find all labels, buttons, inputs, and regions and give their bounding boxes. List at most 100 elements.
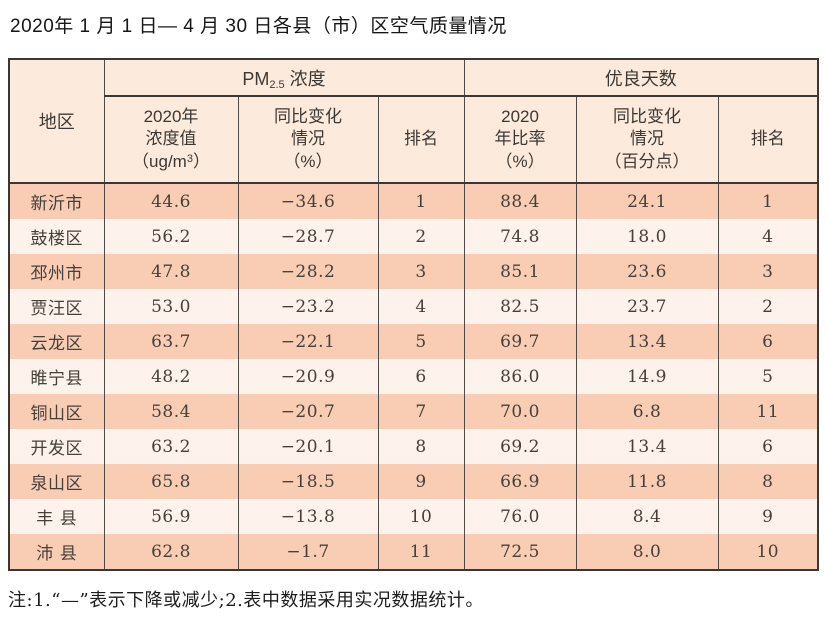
cell-pm_value: 53.0 [103,289,239,324]
cell-pm_rank: 5 [377,324,465,359]
table-row: 新沂市 44.6 −34.6 1 88.4 24.1 1 [8,183,819,219]
header-good-rank: 排名 [717,96,819,184]
good-rate-line1: 2020 [501,107,539,127]
cell-pm_rank: 8 [377,429,465,464]
header-sub-row: 2020年 浓度值 （ug/m3） 同比变化 情况 （%） 排名 2020 年比… [9,96,819,184]
good-rate-line2: 年比率 [494,129,546,149]
table-row: 丰 县 56.9 −13.8 10 76.0 8.4 9 [8,499,819,534]
cell-pm_rank: 1 [377,183,465,219]
header-region: 地区 [8,59,105,184]
cell-pm_change: −23.2 [237,289,379,324]
cell-pm_rank: 3 [377,254,465,289]
pm-change-line1: 同比变化 [274,107,342,127]
cell-pm_rank: 7 [377,394,465,429]
table-row: 铜山区 58.4 −20.7 7 70.0 6.8 11 [8,394,819,429]
cell-good_rank: 4 [717,219,819,254]
cell-region: 开发区 [8,429,105,464]
cell-pm_change: −20.1 [237,429,379,464]
cell-good_rank: 1 [717,183,819,219]
cell-pm_value: 62.8 [103,534,239,570]
cell-pm_rank: 4 [377,289,465,324]
cell-pm_change: −20.9 [237,359,379,394]
header-pm-change: 同比变化 情况 （%） [237,96,379,184]
pm-change-line3: （%） [283,151,333,171]
cell-pm_rank: 9 [377,464,465,499]
cell-good_rate: 88.4 [463,183,577,219]
table-header: 地区 PM2.5 浓度 优良天数 2020年 浓度值 （ug/m3） 同比变化 … [8,59,819,184]
cell-good_rate: 70.0 [463,394,577,429]
cell-pm_change: −13.8 [237,499,379,534]
good-change-line3: （百分点） [604,151,690,171]
header-good-days-group: 优良天数 [463,59,819,97]
cell-good_rank: 2 [717,289,819,324]
cell-region: 沛 县 [8,534,105,570]
cell-region: 睢宁县 [8,359,105,394]
cell-region: 铜山区 [8,394,105,429]
cell-pm_value: 48.2 [103,359,239,394]
cell-good_rank: 8 [717,464,819,499]
cell-good_change: 14.9 [575,359,719,394]
table-row: 泉山区 65.8 −18.5 9 66.9 11.8 8 [8,464,819,499]
pm-group-suffix: 浓度 [284,68,326,89]
cell-pm_rank: 2 [377,219,465,254]
pm-value-unit-sup: 3 [186,152,193,165]
table-row: 鼓楼区 56.2 −28.7 2 74.8 18.0 4 [8,219,819,254]
cell-pm_value: 63.2 [103,429,239,464]
cell-good_rank: 11 [717,394,819,429]
good-change-line1: 同比变化 [613,107,682,127]
good-rate-line3: （%） [495,151,545,171]
cell-pm_value: 47.8 [103,254,239,289]
cell-good_change: 13.4 [575,429,719,464]
cell-pm_value: 65.8 [103,464,239,499]
table-body: 新沂市 44.6 −34.6 1 88.4 24.1 1 鼓楼区 56.2 −28.7 2 74.8 1… [8,183,819,570]
cell-good_change: 23.6 [575,254,719,289]
cell-pm_change: −28.2 [237,254,379,289]
header-good-change: 同比变化 情况 （百分点） [575,96,719,184]
cell-region: 邳州市 [8,254,105,289]
pm-change-line2: 情况 [291,129,325,149]
cell-good_rank: 6 [717,429,819,464]
cell-good_rate: 76.0 [463,499,577,534]
pm-group-prefix: PM [242,68,270,89]
cell-good_rank: 9 [717,499,819,534]
cell-good_rank: 3 [717,254,819,289]
cell-region: 泉山区 [8,464,105,499]
cell-pm_value: 56.9 [103,499,239,534]
cell-pm_change: −22.1 [237,324,379,359]
cell-good_change: 11.8 [575,464,719,499]
header-good-rate: 2020 年比率 （%） [463,96,577,184]
cell-good_rate: 72.5 [463,534,577,570]
cell-good_rate: 74.8 [463,219,577,254]
cell-pm_value: 58.4 [103,394,239,429]
table-row: 睢宁县 48.2 −20.9 6 86.0 14.9 5 [8,359,819,394]
cell-region: 贾汪区 [8,289,105,324]
cell-good_rate: 85.1 [463,254,577,289]
cell-pm_change: −34.6 [237,183,379,219]
table-row: 邳州市 47.8 −28.2 3 85.1 23.6 3 [8,254,819,289]
cell-pm_change: −1.7 [237,534,379,570]
cell-pm_value: 56.2 [103,219,239,254]
table-row: 沛 县 62.8 −1.7 11 72.5 8.0 10 [8,534,819,570]
header-pm-group: PM2.5 浓度 [103,59,465,97]
cell-good_rank: 5 [717,359,819,394]
air-quality-table: 地区 PM2.5 浓度 优良天数 2020年 浓度值 （ug/m3） 同比变化 … [8,58,820,571]
cell-good_change: 23.7 [575,289,719,324]
pm-value-line2: 浓度值 [145,129,197,149]
good-change-line2: 情况 [630,129,665,149]
cell-good_rate: 82.5 [463,289,577,324]
cell-good_change: 8.0 [575,534,719,570]
table-row: 云龙区 63.7 −22.1 5 69.7 13.4 6 [8,324,819,359]
cell-pm_rank: 6 [377,359,465,394]
pm-value-unit-close: ） [192,151,210,171]
cell-pm_change: −28.7 [237,219,379,254]
cell-pm_rank: 10 [377,499,465,534]
cell-good_rank: 10 [717,534,819,570]
cell-pm_change: −20.7 [237,394,379,429]
cell-pm_change: −18.5 [237,464,379,499]
cell-good_rank: 6 [717,324,819,359]
cell-region: 云龙区 [8,324,105,359]
cell-pm_rank: 11 [377,534,465,570]
cell-good_change: 8.4 [575,499,719,534]
footnote: 注:1.“—”表示下降或减少;2.表中数据采用实况数据统计。 [8,590,484,611]
